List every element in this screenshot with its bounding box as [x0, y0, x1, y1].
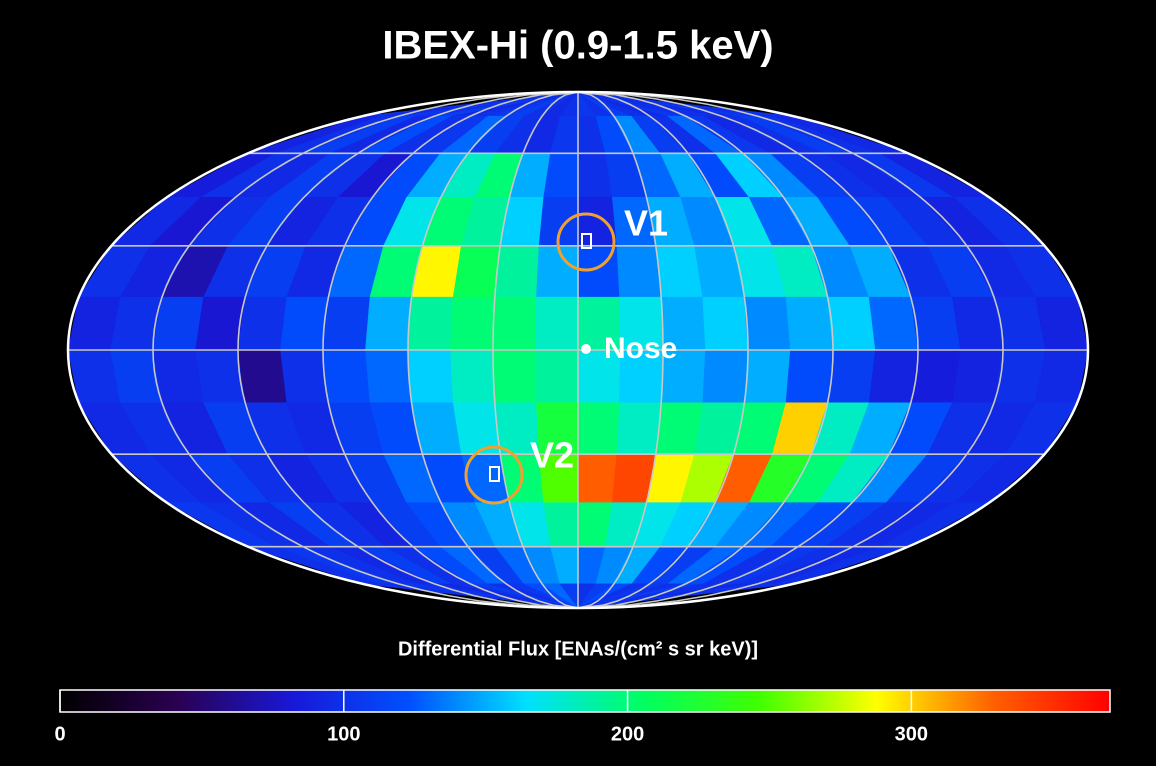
heat-cell	[536, 350, 579, 403]
colorbar-tick-label: 100	[327, 723, 360, 745]
heat-cell	[493, 350, 536, 403]
heat-cell	[786, 297, 833, 350]
colorbar-label: Differential Flux [ENAs/(cm² s sr keV)]	[398, 638, 758, 660]
chart: IBEX-Hi (0.9-1.5 keV) V1 Nose V2 Differe…	[0, 0, 1156, 761]
annotation: V1	[624, 203, 668, 244]
heat-cell	[408, 297, 453, 350]
heat-cell	[828, 350, 876, 403]
heat-cell	[617, 246, 661, 297]
annotation: V2	[530, 435, 574, 476]
heat-cell	[578, 246, 620, 297]
annotation: Nose	[604, 332, 677, 365]
heat-cell	[744, 350, 790, 403]
heat-cell	[281, 297, 329, 350]
heat-cell	[323, 297, 370, 350]
heat-cell	[451, 350, 495, 403]
heat-cell	[578, 454, 617, 503]
heat-cell	[786, 350, 833, 403]
heat-cell	[536, 246, 578, 297]
heat-cell	[744, 297, 790, 350]
heat-cell	[869, 297, 918, 350]
heat-cell	[869, 350, 918, 403]
heat-cell	[578, 403, 620, 454]
heat-cell	[281, 350, 329, 403]
heat-cell	[828, 297, 876, 350]
heat-cell	[703, 297, 748, 350]
colorbar-tick-label: 0	[54, 723, 65, 745]
heat-cell	[153, 350, 204, 403]
heat-cell	[495, 246, 539, 297]
heat-cell	[238, 350, 287, 403]
chart-title: IBEX-Hi (0.9-1.5 keV)	[382, 24, 773, 68]
heat-cell	[703, 350, 748, 403]
heat-cell	[451, 297, 495, 350]
heat-cell	[238, 297, 287, 350]
heat-cell	[323, 350, 370, 403]
heat-cell	[578, 197, 617, 246]
colorbar-tick-label: 300	[895, 723, 928, 745]
heat-cell	[453, 246, 500, 297]
heat-cell	[366, 350, 412, 403]
colorbar-tick-label: 200	[611, 723, 644, 745]
heat-cell	[493, 297, 536, 350]
heat-cell	[366, 297, 412, 350]
page: {"chart_data": { "type": "heatmap", "pro…	[0, 0, 1156, 761]
heat-cell	[153, 297, 204, 350]
heat-cell	[617, 403, 661, 454]
heat-cell	[408, 350, 453, 403]
colorbar	[60, 690, 1110, 712]
heat-cell	[536, 297, 579, 350]
nose-dot	[581, 344, 591, 354]
